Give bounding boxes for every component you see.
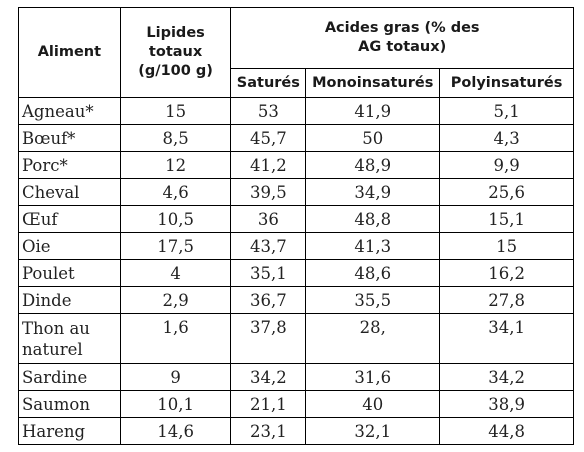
- cell-poly: 25,6: [439, 178, 574, 206]
- cell-saturated: 36: [230, 205, 307, 233]
- table-row: Poulet 4 35,1 48,6 16,2: [18, 259, 574, 287]
- cell-mono: 35,5: [305, 286, 441, 314]
- cell-poly: 9,9: [439, 151, 574, 179]
- cell-lipids: 8,5: [119, 124, 232, 152]
- cell-food: Bœuf*: [18, 124, 121, 152]
- cell-food: Cheval: [18, 178, 121, 206]
- cell-saturated: 35,1: [230, 259, 307, 287]
- table-row: Saumon 10,1 21,1 40 38,9: [18, 390, 574, 418]
- cell-lipids: 10,5: [119, 205, 232, 233]
- cell-poly: 34,1: [439, 313, 574, 364]
- cell-saturated: 53: [230, 97, 307, 125]
- cell-mono: 34,9: [305, 178, 441, 206]
- cell-poly: 38,9: [439, 390, 574, 418]
- header-food: Aliment: [18, 7, 121, 98]
- cell-mono: 50: [305, 124, 441, 152]
- header-saturated: Saturés: [230, 68, 307, 98]
- cell-poly: 4,3: [439, 124, 574, 152]
- cell-poly: 16,2: [439, 259, 574, 287]
- cell-food: Oie: [18, 232, 121, 260]
- table-body: Agneau* 15 53 41,9 5,1 Bœuf* 8,5 45,7 50 4,3 Porc*…: [18, 97, 574, 445]
- cell-poly: 5,1: [439, 97, 574, 125]
- header-lipids: Lipides totaux (g/100 g): [119, 7, 232, 98]
- table-row: Sardine 9 34,2 31,6 34,2: [18, 363, 574, 391]
- header-mono: Monoinsaturés: [305, 68, 441, 98]
- cell-food: Thon au naturel: [18, 313, 121, 364]
- cell-lipids: 9: [119, 363, 232, 391]
- cell-poly: 15: [439, 232, 574, 260]
- cell-saturated: 34,2: [230, 363, 307, 391]
- cell-saturated: 39,5: [230, 178, 307, 206]
- cell-saturated: 45,7: [230, 124, 307, 152]
- cell-poly: 27,8: [439, 286, 574, 314]
- cell-poly: 44,8: [439, 417, 574, 445]
- cell-lipids: 2,9: [119, 286, 232, 314]
- cell-food: Sardine: [18, 363, 121, 391]
- table-row: Thon au naturel 1,6 37,8 28, 34,1: [18, 313, 574, 364]
- cell-lipids: 17,5: [119, 232, 232, 260]
- cell-food: Dinde: [18, 286, 121, 314]
- cell-saturated: 21,1: [230, 390, 307, 418]
- cell-mono: 48,9: [305, 151, 441, 179]
- table-row: Cheval 4,6 39,5 34,9 25,6: [18, 178, 574, 206]
- table-row: Dinde 2,9 36,7 35,5 27,8: [18, 286, 574, 314]
- cell-food: Porc*: [18, 151, 121, 179]
- cell-poly: 15,1: [439, 205, 574, 233]
- cell-poly: 34,2: [439, 363, 574, 391]
- cell-food: Agneau*: [18, 97, 121, 125]
- table-row: Oie 17,5 43,7 41,3 15: [18, 232, 574, 260]
- cell-saturated: 36,7: [230, 286, 307, 314]
- cell-lipids: 15: [119, 97, 232, 125]
- cell-food: Œuf: [18, 205, 121, 233]
- cell-lipids: 10,1: [119, 390, 232, 418]
- cell-saturated: 37,8: [230, 313, 307, 364]
- cell-mono: 41,3: [305, 232, 441, 260]
- cell-mono: 48,6: [305, 259, 441, 287]
- cell-food: Saumon: [18, 390, 121, 418]
- cell-saturated: 23,1: [230, 417, 307, 445]
- header-fatty-acids: Acides gras (% des AG totaux): [230, 7, 574, 69]
- fatty-acids-table: Aliment Lipides totaux (g/100 g) Acides …: [18, 7, 574, 445]
- cell-lipids: 4: [119, 259, 232, 287]
- cell-lipids: 1,6: [119, 313, 232, 364]
- cell-mono: 41,9: [305, 97, 441, 125]
- cell-lipids: 12: [119, 151, 232, 179]
- table-row: Porc* 12 41,2 48,9 9,9: [18, 151, 574, 179]
- cell-saturated: 43,7: [230, 232, 307, 260]
- cell-lipids: 4,6: [119, 178, 232, 206]
- cell-mono: 28,: [305, 313, 441, 364]
- cell-food: Poulet: [18, 259, 121, 287]
- cell-saturated: 41,2: [230, 151, 307, 179]
- cell-mono: 31,6: [305, 363, 441, 391]
- table-row: Agneau* 15 53 41,9 5,1: [18, 97, 574, 125]
- cell-food: Hareng: [18, 417, 121, 445]
- table-row: Œuf 10,5 36 48,8 15,1: [18, 205, 574, 233]
- cell-mono: 40: [305, 390, 441, 418]
- table-row: Hareng 14,6 23,1 32,1 44,8: [18, 417, 574, 445]
- header-poly: Polyinsaturés: [439, 68, 574, 98]
- table-row: Bœuf* 8,5 45,7 50 4,3: [18, 124, 574, 152]
- cell-mono: 32,1: [305, 417, 441, 445]
- cell-lipids: 14,6: [119, 417, 232, 445]
- cell-mono: 48,8: [305, 205, 441, 233]
